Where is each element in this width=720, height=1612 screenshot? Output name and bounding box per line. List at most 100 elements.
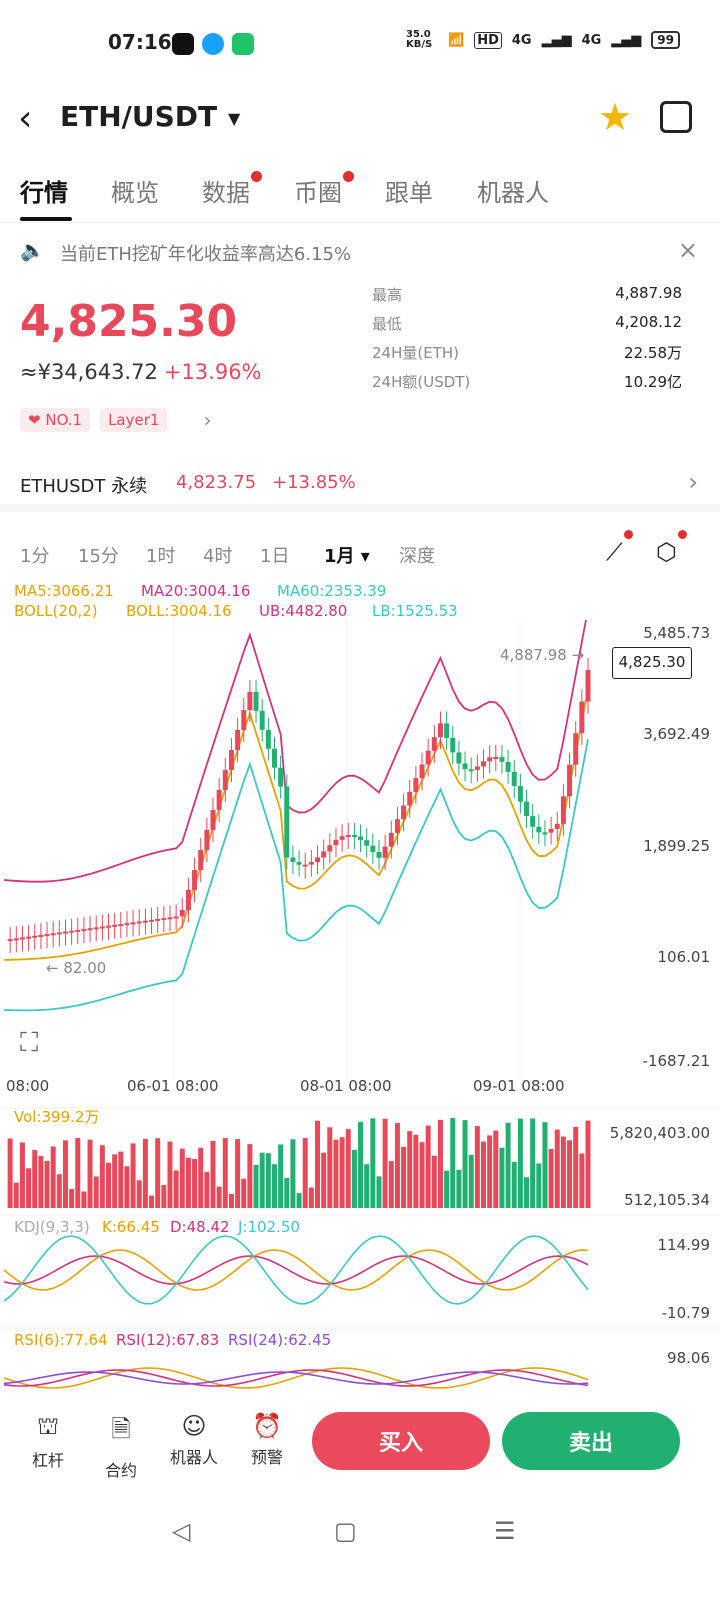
interval-depth[interactable]: 深度 [399, 546, 435, 567]
volume-bar [173, 1170, 179, 1208]
tab-community[interactable]: 币圈 [294, 171, 354, 208]
status-bar: 07:16 35.0 KB/S 📶 HD 4G ▂▄▆ 4G ▂▄▆ 99 [0, 0, 720, 90]
bot-button[interactable]: ☺ 机器人 [164, 1412, 224, 1468]
volume-bar [56, 1174, 62, 1208]
volume-bar [345, 1129, 351, 1208]
interval-1h[interactable]: 1时 [146, 546, 176, 567]
category-tag[interactable]: Layer1 [100, 408, 168, 432]
tab-data[interactable]: 数据 [202, 171, 262, 208]
tab-copy-trade[interactable]: 跟单 [385, 173, 433, 208]
pair-title[interactable]: ETH/USDT [60, 100, 218, 133]
ma60-legend: MA60:2353.39 [277, 582, 387, 600]
stat-label: 24H额(USDT) [372, 373, 471, 391]
back-icon[interactable]: ‹ [18, 98, 33, 139]
candle-body [394, 819, 400, 833]
candle-body [487, 757, 493, 762]
stat-value: 22.58万 [624, 344, 682, 362]
candle-body [136, 921, 142, 924]
tab-market[interactable]: 行情 [20, 173, 68, 208]
indicator-icon[interactable]: ⟋ [606, 530, 633, 566]
volume-bar [382, 1118, 388, 1208]
interval-1m[interactable]: 1分 [20, 546, 50, 567]
tab-indicator [20, 217, 72, 221]
notification-dot [677, 530, 687, 539]
candle-body [167, 917, 173, 920]
interval-label: 1月 [324, 546, 355, 567]
volume-bar [450, 1118, 456, 1208]
chevron-right-icon[interactable]: › [203, 408, 212, 432]
stat-label: 24H量(ETH) [372, 344, 459, 362]
candle-body [376, 851, 382, 858]
perpetual-row[interactable]: ETHUSDT 永续 4,823.75 +13.85% › [0, 468, 720, 512]
volume-bar [278, 1144, 284, 1208]
kline-chart[interactable] [0, 620, 720, 1400]
stat-row: 最高 4,887.98 [372, 284, 682, 313]
sell-button[interactable]: 卖出 [502, 1412, 680, 1470]
fullscreen-icon[interactable]: ⛶ [20, 1028, 39, 1058]
candle-body [130, 922, 136, 925]
candle-body [468, 769, 474, 772]
candle-body [573, 733, 579, 765]
candle-body [112, 924, 118, 927]
tab-label: 行情 [20, 179, 68, 207]
notice-bar[interactable]: 🔈 当前ETH挖矿年化收益率高达6.15% × [0, 236, 720, 272]
volume-bar [241, 1178, 247, 1208]
boll-ub-legend: UB:4482.80 [259, 602, 348, 620]
candle-body [50, 933, 56, 936]
price-change: +13.96% [163, 360, 262, 384]
share-icon[interactable] [660, 101, 692, 133]
vol-legend: Vol:399.2万 [14, 1108, 100, 1126]
rank-tag[interactable]: ❤ NO.1 [20, 408, 91, 432]
tab-overview[interactable]: 概览 [111, 173, 159, 208]
leverage-button[interactable]: ⛫ 杠杆 [18, 1412, 78, 1471]
interval-15m[interactable]: 15分 [78, 546, 119, 567]
star-icon[interactable]: ★ [598, 95, 633, 139]
alert-button[interactable]: ⏰ 预警 [237, 1412, 297, 1468]
interval-1d[interactable]: 1日 [260, 546, 290, 567]
kdj-line [3, 1255, 589, 1285]
volume-bar [560, 1136, 566, 1208]
volume-bar [388, 1161, 394, 1208]
volume-bar [130, 1143, 136, 1208]
candle-body [284, 786, 290, 858]
chevron-down-icon[interactable]: ▼ [228, 109, 241, 128]
volume-bar [536, 1163, 542, 1208]
candle-body [296, 862, 302, 865]
interval-4h[interactable]: 4时 [203, 546, 233, 567]
boll-lower-line [3, 739, 589, 1012]
vol-tick-label: 512,105.34 [624, 1191, 710, 1209]
main-tabs: 行情 概览 数据 币圈 跟单 机器人 [0, 165, 720, 223]
buy-button[interactable]: 买入 [312, 1412, 490, 1470]
interval-tabs: 1分 15分 1时 4时 1日 1月 ▾ 深度 ⟋ ⬡ [0, 530, 720, 578]
tab-bot[interactable]: 机器人 [477, 173, 549, 208]
notice-text: 当前ETH挖矿年化收益率高达6.15% [60, 244, 352, 265]
volume-bar [118, 1151, 124, 1208]
candle-body [401, 805, 407, 820]
interval-1mo[interactable]: 1月 ▾ [324, 546, 370, 567]
volume-bar [468, 1154, 474, 1208]
bottom-label: 合约 [104, 1461, 137, 1480]
y-tick-label: 3,692.49 [643, 725, 710, 743]
close-icon[interactable]: × [677, 236, 698, 264]
volume-bar [142, 1138, 148, 1208]
kdj-tick-label: 114.99 [657, 1236, 711, 1254]
candle-body [480, 761, 486, 767]
system-nav-bar: ◁ ▢ ☰ [0, 1505, 720, 1612]
rsi-line [3, 1367, 589, 1389]
candle-body [290, 857, 296, 863]
x-tick-label: 08-01 08:00 [300, 1077, 392, 1095]
volume-bar [222, 1138, 228, 1208]
candle-body [505, 761, 511, 772]
contract-button[interactable]: 🗎 合约 [91, 1412, 151, 1481]
nav-back-icon[interactable]: ◁ [172, 1517, 191, 1545]
status-time: 07:16 [108, 30, 172, 54]
volume-bar [185, 1157, 191, 1208]
volume-bar [542, 1122, 548, 1208]
y-tick-label: 106.01 [657, 948, 711, 966]
notification-dot [343, 171, 354, 182]
settings-icon[interactable]: ⬡ [656, 530, 687, 566]
nav-menu-icon[interactable]: ☰ [494, 1517, 516, 1545]
candle-body [32, 935, 38, 938]
volume-bar [81, 1191, 87, 1208]
nav-home-icon[interactable]: ▢ [334, 1517, 357, 1545]
